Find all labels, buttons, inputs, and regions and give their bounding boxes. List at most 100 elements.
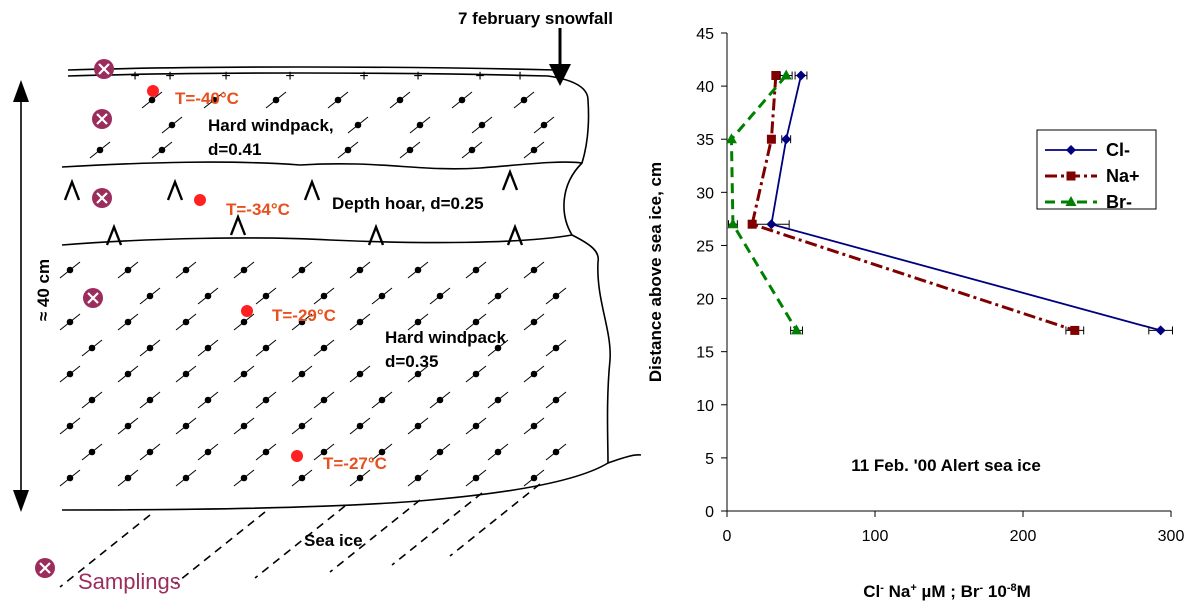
layer-1-name: Hard windpack,: [208, 116, 334, 135]
snow-crystal: [465, 365, 487, 383]
snow-crystal: [197, 339, 219, 357]
snow-crystal: [81, 339, 103, 357]
sea-ice-hatch: [254, 505, 346, 579]
x-axis-label-part: -: [880, 582, 884, 594]
series-line: [770, 75, 1161, 332]
depth-hoar-chevron: [105, 223, 123, 246]
x-axis-label: Cl- Na+ µM ; Br- 10-8M: [863, 582, 1031, 601]
snow-crystal: [117, 365, 139, 383]
data-point: [727, 218, 739, 229]
y-tick-label: 25: [696, 238, 714, 255]
sea-ice-hatching: [59, 483, 541, 588]
chart-legend: Cl- Na+ Br-: [1036, 129, 1157, 212]
snow-crystal: [471, 116, 493, 134]
snow-crystal: [265, 91, 287, 109]
thickness-label: ≈ 40 cm: [34, 259, 53, 321]
snow-crystal: [255, 287, 277, 305]
plus-mark: +: [413, 68, 422, 85]
x-tick-label: 100: [862, 528, 889, 545]
snow-crystal: [545, 339, 567, 357]
plus-mark: +: [475, 68, 484, 85]
snow-crystal: [407, 261, 429, 279]
legend-label: Na+: [1106, 166, 1140, 186]
depth-hoar-chevron: [303, 178, 321, 201]
snow-surface-line: [67, 66, 556, 71]
snow-crystal: [175, 365, 197, 383]
y-tick-label: 0: [705, 504, 714, 521]
y-tick-label: 45: [696, 26, 714, 43]
snow-crystal: [349, 261, 371, 279]
y-axis-label: Distance above sea ice, cm: [646, 162, 665, 382]
depth-hoar-chevron: [367, 223, 385, 246]
sea-ice-hatch: [449, 483, 541, 557]
snow-crystal: [197, 391, 219, 409]
temperature-point: [291, 450, 303, 462]
snow-crystal: [371, 287, 393, 305]
plus-mark: +: [165, 68, 174, 85]
chart: 0 5 10 15 20 25 30 35 40 45 0 100 200 300 Distance ab…: [646, 26, 1184, 601]
snow-crystal: [175, 313, 197, 331]
snow-crystal: [371, 391, 393, 409]
data-point: [1065, 196, 1077, 206]
snow-crystal: [233, 365, 255, 383]
sea-ice-hatch: [174, 511, 266, 585]
snow-crystal: [523, 313, 545, 331]
snowpack-right-edge: [563, 99, 611, 464]
legend-label: Br-: [1106, 192, 1132, 212]
data-point: [1066, 145, 1076, 155]
snow-crystal: [233, 313, 255, 331]
series-Br-: [725, 69, 803, 335]
snow-crystal: [89, 141, 111, 159]
snow-crystal: [139, 287, 161, 305]
snow-surface-line-2: [67, 72, 589, 101]
sampling-legend-icon: [33, 556, 57, 580]
snow-crystal: [59, 313, 81, 331]
snow-crystal: [175, 417, 197, 435]
snowpack-diagram: + + + + + + + + 7 february snowfall ≈ 40 cm Har…: [13, 9, 642, 594]
snow-crystal: [117, 417, 139, 435]
x-tick-label: 200: [1010, 528, 1037, 545]
chart-series-group: [725, 69, 1173, 336]
snow-crystal: [291, 469, 313, 487]
snow-crystal: [349, 365, 371, 383]
data-point: [1155, 325, 1166, 336]
snowfall-arrow-head: [549, 64, 571, 86]
snow-crystal: [255, 339, 277, 357]
layer-3-density: d=0.35: [385, 352, 438, 371]
snowfall-label: 7 february snowfall: [458, 9, 613, 28]
sea-ice-hatch: [59, 514, 151, 588]
snow-crystal: [429, 391, 451, 409]
data-point: [1066, 171, 1076, 181]
snow-crystal: [117, 469, 139, 487]
snow-crystal: [291, 417, 313, 435]
snow-crystal: [327, 91, 349, 109]
y-tick-label: 35: [696, 132, 714, 149]
x-axis-label-part: M: [1017, 582, 1031, 601]
data-point: [780, 69, 792, 80]
snow-crystal: [523, 261, 545, 279]
snow-crystal: [349, 417, 371, 435]
snow-crystal: [139, 443, 161, 461]
data-point: [766, 219, 777, 230]
layer-1-density: d=0.41: [208, 140, 261, 159]
temperature-point: [194, 194, 206, 206]
legend-label: Cl-: [1106, 140, 1130, 160]
snow-crystal: [523, 141, 545, 159]
snow-crystal: [407, 417, 429, 435]
snow-crystal: [513, 91, 535, 109]
sampling-icon: [92, 57, 116, 81]
series-Cl-: [753, 70, 1173, 336]
snow-crystal: [255, 443, 277, 461]
snow-crystal: [409, 116, 431, 134]
sampling-legend-label: Samplings: [78, 569, 181, 594]
x-axis-label-part: Cl: [863, 582, 880, 601]
snow-crystal: [545, 287, 567, 305]
data-point: [1070, 325, 1080, 335]
boundary-windpack-depthhoar: [61, 161, 583, 170]
thickness-arrow-bottom-head: [13, 490, 29, 512]
chart-axes: 0 5 10 15 20 25 30 35 40 45 0 100 200 300: [696, 26, 1184, 545]
snow-crystal: [139, 391, 161, 409]
snow-crystal: [59, 469, 81, 487]
snow-crystal: [81, 391, 103, 409]
